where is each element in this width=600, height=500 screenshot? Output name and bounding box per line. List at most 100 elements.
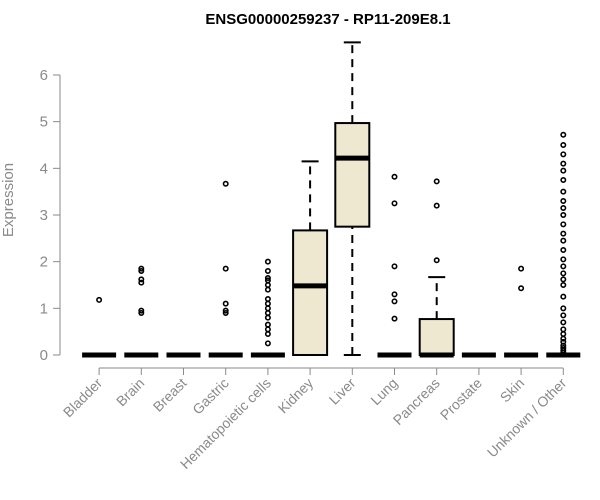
box-bladder xyxy=(82,296,117,358)
x-tick-label: Prostate xyxy=(437,375,485,423)
chart-title: ENSG00000259237 - RP11-209E8.1 xyxy=(205,11,450,28)
outlier-point xyxy=(560,293,567,300)
outlier-point xyxy=(391,291,398,298)
outlier-point xyxy=(560,319,567,326)
outlier-point xyxy=(264,277,271,284)
outlier-point xyxy=(518,285,525,292)
box-lung xyxy=(377,173,412,358)
box-pancreas xyxy=(418,178,455,358)
y-tick-label: 4 xyxy=(40,160,48,177)
y-tick-label: 0 xyxy=(40,347,48,364)
outlier-point xyxy=(560,270,567,277)
outlier-point xyxy=(560,335,567,342)
outlier-point xyxy=(222,309,229,316)
y-tick-label: 2 xyxy=(40,254,48,271)
outlier-point xyxy=(560,281,567,288)
y-tick-label: 1 xyxy=(40,300,48,317)
outlier-point xyxy=(560,237,567,244)
outlier-point xyxy=(560,142,567,149)
outlier-point xyxy=(391,263,398,270)
outlier-point xyxy=(560,344,567,351)
box-iqr xyxy=(334,122,371,228)
outlier-point xyxy=(264,295,271,302)
x-tick-label: Skin xyxy=(497,375,528,406)
box-iqr xyxy=(418,318,455,357)
x-tick-label: Unknown / Other xyxy=(484,375,570,461)
x-tick-label: Bladder xyxy=(60,375,106,421)
outlier-point xyxy=(264,309,271,316)
outlier-point xyxy=(264,281,271,288)
outlier-point xyxy=(560,167,567,174)
outlier-point xyxy=(560,188,567,195)
outlier-point xyxy=(560,247,567,254)
outlier-point xyxy=(560,131,567,138)
outlier-point xyxy=(560,198,567,205)
x-tick-label: Liver xyxy=(326,375,359,408)
box-hematopoietic-cells xyxy=(250,258,285,358)
outlier-point xyxy=(264,340,271,347)
outlier-point xyxy=(560,230,567,237)
outlier-point xyxy=(264,286,271,293)
box-liver xyxy=(334,41,371,356)
outlier-point xyxy=(264,326,271,333)
outlier-point xyxy=(138,279,145,286)
y-tick-label: 5 xyxy=(40,114,48,131)
outlier-point xyxy=(222,300,229,307)
box-gastric xyxy=(208,180,243,358)
outlier-point xyxy=(560,330,567,337)
outlier-point xyxy=(560,326,567,333)
outlier-point xyxy=(264,330,271,337)
x-tick-label: Lung xyxy=(367,375,400,408)
outlier-point xyxy=(560,256,567,263)
outlier-point xyxy=(222,265,229,272)
outlier-point xyxy=(391,173,398,180)
outlier-point xyxy=(560,151,567,158)
outlier-point xyxy=(560,212,567,219)
y-tick-label: 3 xyxy=(40,207,48,224)
outlier-point xyxy=(391,200,398,207)
outlier-point xyxy=(264,267,271,274)
x-tick-label: Kidney xyxy=(275,375,317,417)
outlier-point xyxy=(433,202,440,209)
outlier-point xyxy=(560,276,567,283)
outlier-point xyxy=(138,276,145,283)
outlier-point xyxy=(96,296,103,303)
outlier-point xyxy=(138,265,145,272)
outlier-point xyxy=(264,274,271,281)
outlier-point xyxy=(264,300,271,307)
y-axis-label: Expression xyxy=(0,163,17,237)
x-tick-label: Breast xyxy=(150,375,190,415)
outlier-point xyxy=(433,257,440,264)
outlier-point xyxy=(138,267,145,274)
outlier-point xyxy=(518,265,525,272)
box-series xyxy=(82,41,581,358)
outlier-point xyxy=(138,307,145,314)
outlier-point xyxy=(560,160,567,167)
box-kidney xyxy=(292,160,329,356)
y-tick-label: 6 xyxy=(40,67,48,84)
outlier-point xyxy=(138,309,145,316)
outlier-point xyxy=(433,178,440,185)
outlier-point xyxy=(222,180,229,187)
outlier-point xyxy=(264,314,271,321)
outlier-point xyxy=(560,305,567,312)
box-brain xyxy=(124,265,159,358)
outlier-point xyxy=(391,315,398,322)
outlier-point xyxy=(560,312,567,319)
outlier-point xyxy=(264,321,271,328)
outlier-point xyxy=(222,307,229,314)
box-skin xyxy=(504,265,539,358)
outlier-point xyxy=(391,298,398,305)
outlier-point xyxy=(560,177,567,184)
outlier-point xyxy=(264,305,271,312)
outlier-point xyxy=(560,263,567,270)
box-unknown-other xyxy=(546,131,581,358)
box-iqr xyxy=(292,229,329,356)
outlier-point xyxy=(560,205,567,212)
x-tick-label: Pancreas xyxy=(390,375,443,428)
y-axis: 0 1 2 3 4 5 6 xyxy=(40,67,61,364)
outlier-point xyxy=(560,221,567,228)
x-tick-label: Brain xyxy=(113,375,147,409)
